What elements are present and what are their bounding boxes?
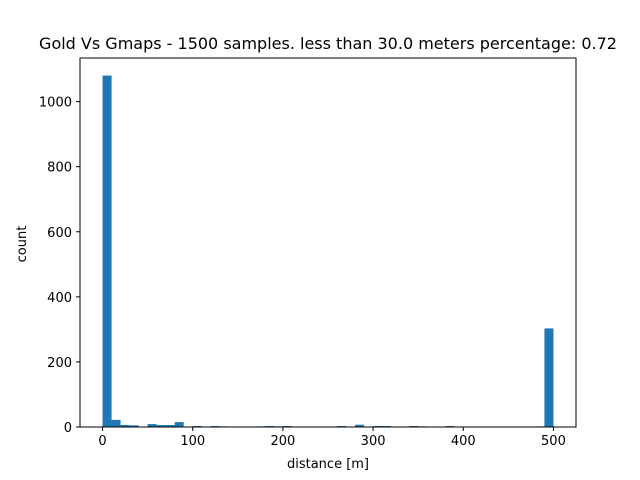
plot-frame (79, 57, 577, 428)
histogram-bar (129, 425, 139, 427)
x-axis-ticks: 0 100 200 300 400 500 (98, 427, 566, 449)
histogram-bar (355, 424, 365, 427)
histogram-bar (111, 419, 121, 427)
x-tick-label: 400 (451, 434, 476, 449)
histogram-bar (120, 425, 130, 427)
y-tick-label: 800 (47, 161, 72, 176)
x-axis-label: distance [m] (287, 457, 369, 472)
y-tick-label: 400 (47, 291, 72, 306)
y-axis-ticks: 0 200 400 600 800 1000 (39, 96, 80, 436)
histogram-bar (544, 328, 554, 427)
y-axis-label: count (15, 226, 30, 263)
histogram-bar (174, 422, 184, 427)
x-tick-label: 300 (361, 434, 386, 449)
histogram-bar (102, 75, 112, 428)
x-tick-label: 200 (270, 434, 295, 449)
x-tick-label: 500 (541, 434, 566, 449)
chart-title: Gold Vs Gmaps - 1500 samples. less than … (39, 34, 617, 53)
y-tick-label: 0 (64, 421, 72, 436)
x-tick-label: 0 (98, 434, 106, 449)
histogram-bar (156, 425, 166, 427)
bars-group (102, 75, 554, 428)
y-tick-label: 200 (47, 356, 72, 371)
y-tick-label: 1000 (39, 96, 72, 111)
y-tick-label: 600 (47, 226, 72, 241)
x-tick-label: 100 (180, 434, 205, 449)
histogram-bar (147, 424, 157, 427)
histogram-bar (165, 425, 175, 427)
